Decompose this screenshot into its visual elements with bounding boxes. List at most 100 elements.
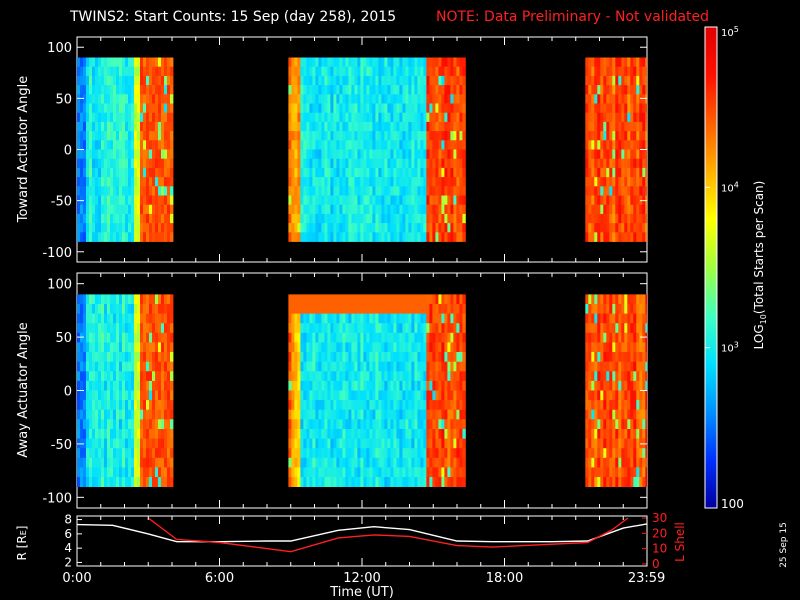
away-cell [405, 371, 409, 382]
toward-cell [417, 186, 421, 196]
away-cell [417, 429, 421, 440]
toward-cell [345, 75, 349, 86]
toward-cell [339, 121, 343, 132]
toward-cell [387, 167, 391, 178]
toward-cell [378, 158, 382, 169]
toward-cell [363, 177, 367, 187]
away-cell [80, 380, 84, 391]
away-cell [363, 313, 367, 324]
away-cell [77, 332, 81, 343]
toward-cell [459, 232, 463, 242]
toward-cell [131, 167, 135, 178]
toward-angle-ylabel: Toward Actuator Angle [16, 76, 31, 223]
toward-cell [116, 158, 120, 169]
away-cell [426, 438, 430, 449]
away-cell [354, 400, 358, 411]
toward-cell [423, 232, 427, 242]
toward-cell [137, 167, 141, 178]
toward-cell [372, 177, 376, 187]
toward-cell [423, 140, 427, 150]
away-cell [137, 361, 141, 372]
toward-cell [113, 223, 117, 233]
away-cell [432, 304, 436, 315]
toward-cell [393, 186, 397, 196]
toward-cell [606, 177, 610, 187]
toward-cell [80, 213, 84, 224]
toward-cell [155, 131, 159, 141]
toward-cell [627, 66, 631, 77]
away-cell [459, 304, 463, 315]
away-cell [125, 380, 129, 391]
toward-cell [348, 223, 352, 233]
away-cell [453, 429, 457, 440]
toward-cell [387, 149, 391, 160]
away-cell [339, 361, 343, 372]
toward-cell [140, 66, 144, 77]
toward-cell [143, 213, 147, 224]
away-cell [92, 438, 96, 449]
toward-cell [354, 103, 358, 114]
away-cell [378, 342, 382, 353]
away-cell [312, 419, 316, 430]
toward-cell [645, 140, 647, 150]
toward-cell [86, 213, 90, 224]
toward-cell [408, 204, 412, 215]
away-cell [339, 400, 343, 411]
away-cell [453, 342, 457, 353]
away-cell [453, 477, 457, 488]
away-cell [444, 419, 448, 430]
toward-cell [122, 66, 126, 77]
toward-cell [606, 167, 610, 178]
toward-cell [615, 177, 619, 187]
toward-cell [597, 149, 601, 160]
toward-cell [453, 232, 457, 242]
away-cell [348, 304, 352, 315]
away-cell [137, 304, 141, 315]
away-cell [603, 352, 607, 363]
away-cell [447, 332, 451, 343]
away-cell [396, 390, 400, 401]
away-heatmap [77, 294, 647, 488]
away-cell [101, 371, 105, 382]
toward-cell [459, 94, 463, 104]
toward-cell [447, 66, 451, 77]
away-cell [288, 429, 292, 440]
toward-cell [89, 131, 93, 141]
away-cell [315, 332, 319, 343]
away-cell [146, 448, 150, 459]
toward-cell [639, 213, 643, 224]
away-cell [615, 438, 619, 449]
toward-cell [306, 57, 310, 68]
toward-cell [609, 204, 613, 215]
toward-cell [140, 140, 144, 150]
away-cell [639, 390, 643, 401]
toward-cell [639, 103, 643, 114]
toward-cell [636, 57, 640, 68]
toward-cell [645, 167, 647, 178]
toward-cell [420, 232, 424, 242]
toward-cell [294, 57, 298, 68]
toward-cell [462, 186, 466, 196]
away-cell [453, 294, 457, 305]
away-cell [161, 313, 165, 324]
toward-cell [624, 140, 628, 150]
toward-cell [312, 140, 316, 150]
away-cell [83, 429, 87, 440]
toward-cell [288, 121, 292, 132]
away-cell [360, 477, 364, 488]
away-cell [107, 390, 111, 401]
away-cell [294, 409, 298, 420]
away-cell [603, 457, 607, 468]
toward-cell [125, 121, 129, 132]
toward-cell [345, 158, 349, 169]
toward-cell [125, 177, 129, 187]
toward-cell [95, 103, 99, 114]
away-cell [86, 409, 90, 420]
away-cell [101, 332, 105, 343]
away-cell [459, 342, 463, 353]
away-cell [342, 323, 346, 334]
away-cell [77, 409, 81, 420]
toward-cell [375, 131, 379, 141]
away-cell [450, 467, 454, 478]
toward-cell [288, 186, 292, 196]
